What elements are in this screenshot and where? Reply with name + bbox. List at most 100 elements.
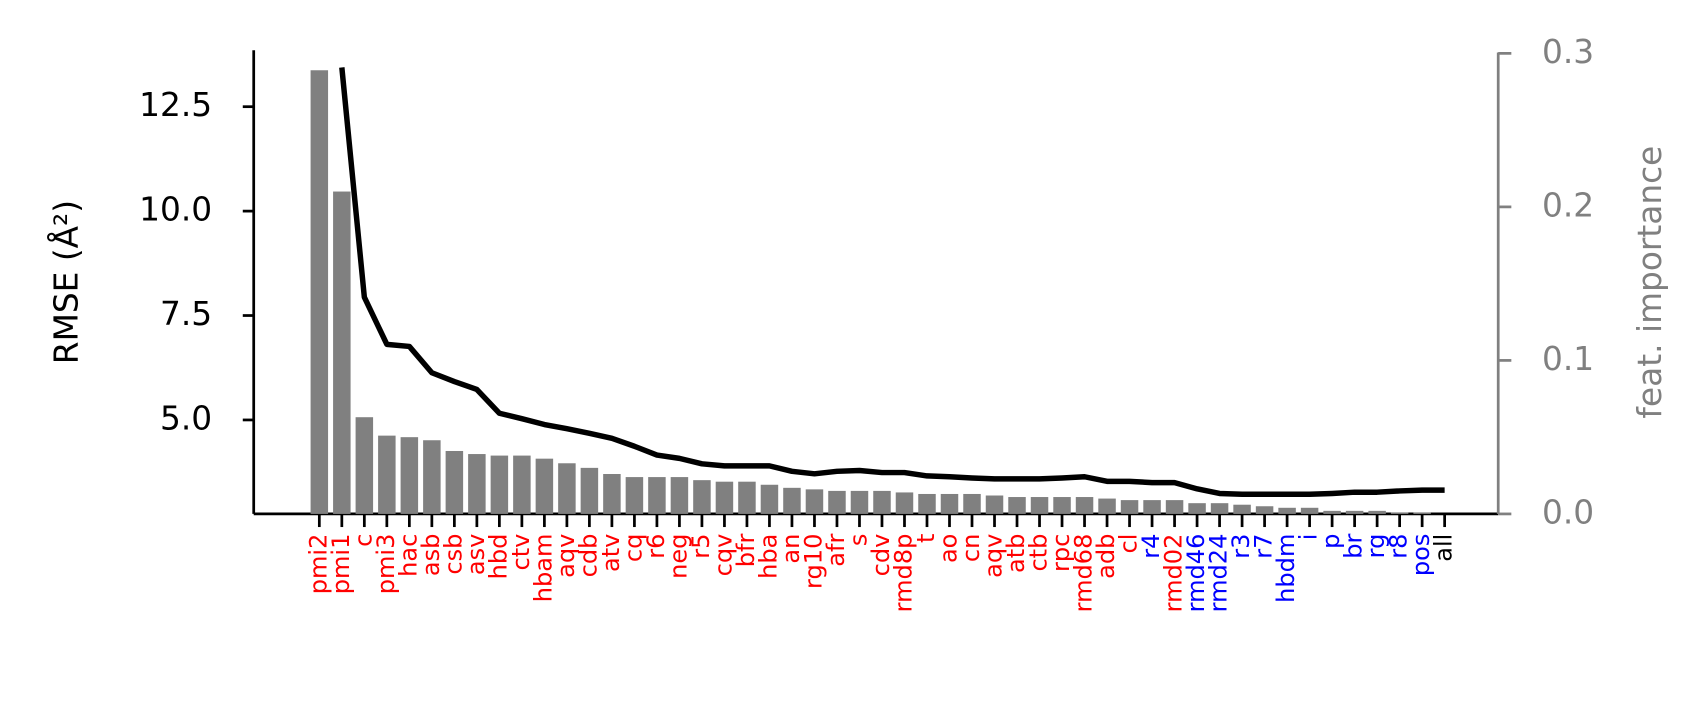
bar <box>1413 512 1431 514</box>
bar <box>445 450 464 514</box>
x-tick-label: hac <box>394 534 422 577</box>
x-tick-label: cq <box>619 534 647 562</box>
bar <box>1323 510 1341 514</box>
y-axis-label: RMSE (Å²) <box>45 200 85 364</box>
x-tick-label: pos <box>1407 534 1435 577</box>
bar <box>985 495 1004 514</box>
bar <box>558 463 576 514</box>
bar <box>1345 510 1364 514</box>
y-tick-label: 10.0 <box>139 191 212 229</box>
x-tick-label: adb <box>1092 534 1120 579</box>
x-tick-label: all <box>1430 534 1458 562</box>
bar <box>1278 507 1296 514</box>
x-tick-label: rmd02 <box>1160 534 1188 613</box>
x-tick-label: r8 <box>1385 534 1413 559</box>
bar <box>355 417 374 514</box>
bar <box>580 467 599 514</box>
x-tick-label: ao <box>934 534 962 563</box>
x-tick-label: i <box>1295 534 1323 541</box>
x-tick-label: atv <box>597 534 625 572</box>
x-tick-label: pmi2 <box>304 534 332 595</box>
x-tick-label: hbd <box>484 534 512 580</box>
x-tick-label: aqv <box>552 534 580 578</box>
bar <box>828 490 846 514</box>
x-tick-label: hba <box>754 534 782 579</box>
x-tick-label: cqv <box>709 534 737 577</box>
x-tick-label: cdv <box>867 534 895 577</box>
x-tick-label: r3 <box>1227 534 1255 559</box>
x-tick-label: r6 <box>642 534 670 559</box>
y-tick-label: 5.0 <box>160 399 212 437</box>
bar <box>333 191 351 514</box>
x-tick-label: c <box>349 534 377 547</box>
y-tick-label: 7.5 <box>160 295 212 333</box>
bar <box>940 493 959 514</box>
bar <box>693 480 711 514</box>
y2-tick-label: 0.3 <box>1542 33 1594 71</box>
x-tick-label: rmd8p <box>889 534 917 613</box>
bar <box>1300 507 1319 514</box>
y-tick-label: 12.5 <box>139 86 212 124</box>
bar <box>963 493 981 514</box>
x-tick-label: s <box>844 534 872 547</box>
bar <box>513 455 531 514</box>
bar <box>378 435 396 514</box>
x-tick-label: asv <box>462 534 490 575</box>
x-tick-label: ctb <box>1025 534 1053 572</box>
bar <box>1143 500 1161 514</box>
x-tick-label: r5 <box>687 534 715 559</box>
x-tick-label: rmd68 <box>1070 534 1098 613</box>
bar <box>468 454 486 514</box>
bar <box>1233 504 1251 514</box>
x-tick-label: r7 <box>1250 534 1278 559</box>
bar <box>1368 510 1386 514</box>
x-tick-label: pmi1 <box>327 534 355 595</box>
bar <box>1210 503 1229 514</box>
x-tick-label: cn <box>957 534 985 562</box>
x-tick-label: aqv <box>980 534 1008 578</box>
x-tick-label: hbdm <box>1272 534 1300 603</box>
bar <box>873 490 891 514</box>
bar <box>715 481 734 514</box>
x-tick-label: t <box>912 534 940 543</box>
x-tick-label: atb <box>1002 534 1030 573</box>
x-tick-label: rpc <box>1047 534 1075 572</box>
bar <box>490 455 509 514</box>
bar <box>895 492 914 514</box>
x-tick-label: br <box>1340 533 1368 558</box>
bar <box>1255 506 1274 514</box>
bar <box>1188 503 1206 514</box>
x-tick-label: rg <box>1362 534 1390 559</box>
bar <box>1120 500 1139 514</box>
bar <box>670 477 689 514</box>
x-tick-label: an <box>777 534 805 564</box>
bar <box>625 477 644 514</box>
x-tick-label: cdb <box>574 534 602 578</box>
y2-axis-label: feat. importance <box>1631 146 1669 419</box>
x-tick-label: rmd24 <box>1205 534 1233 613</box>
bar <box>918 493 936 514</box>
x-tick-label: r4 <box>1137 534 1165 559</box>
x-tick-label: bfr <box>732 534 760 568</box>
bar <box>1030 497 1049 514</box>
bar <box>850 490 869 514</box>
bar <box>535 458 554 514</box>
y2-tick-label: 0.0 <box>1542 493 1594 531</box>
bar <box>1165 500 1184 514</box>
x-tick-label: cl <box>1115 534 1143 554</box>
bar <box>1390 512 1409 514</box>
bar <box>1008 497 1026 514</box>
bar <box>423 440 441 514</box>
x-tick-label: asb <box>417 534 445 577</box>
x-tick-label: ctv <box>507 534 535 571</box>
bar <box>783 487 801 514</box>
line <box>339 67 1445 498</box>
bar <box>805 489 824 514</box>
bar <box>1053 497 1071 514</box>
x-tick-label: csb <box>439 534 467 575</box>
x-tick-label: neg <box>664 534 692 579</box>
x-tick-label: afr <box>822 533 850 566</box>
y2-tick-label: 0.2 <box>1542 186 1594 224</box>
x-tick-label: rmd46 <box>1182 534 1210 613</box>
